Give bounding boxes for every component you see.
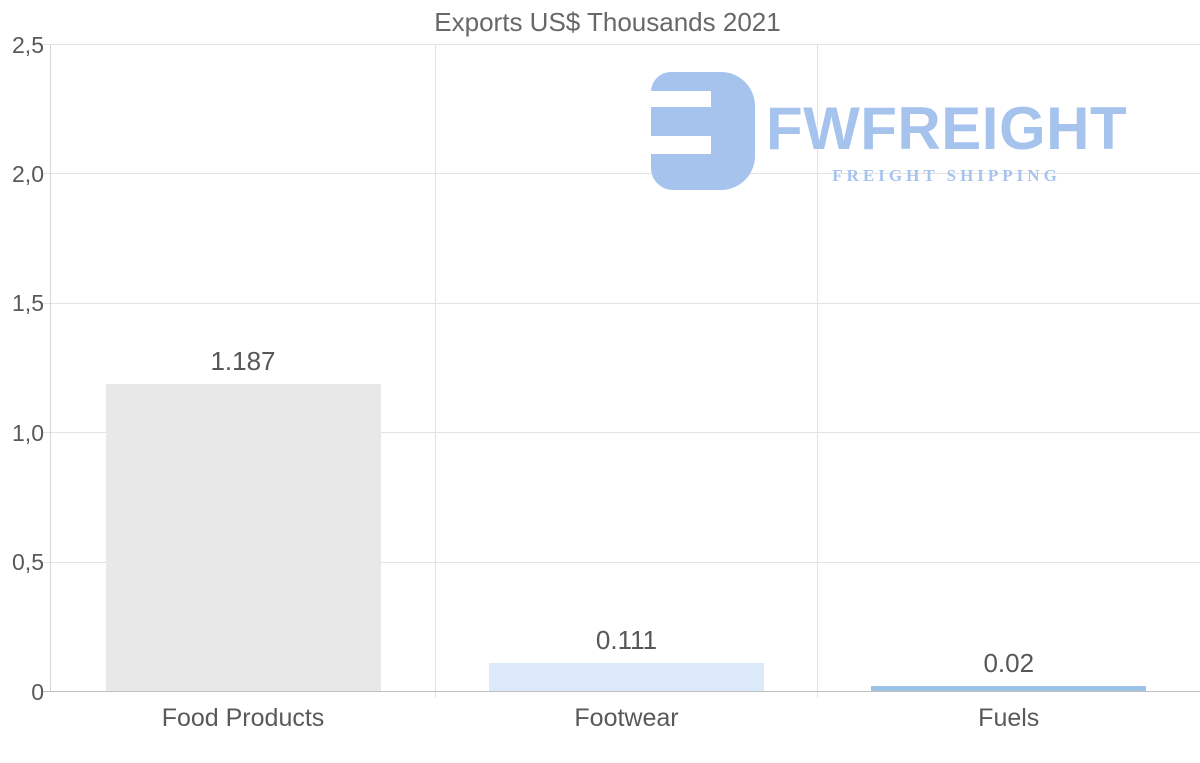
x-gridline [817,44,818,698]
y-gridline [41,44,1200,45]
y-tick-label: 0,5 [12,549,44,576]
y-gridline [41,432,1200,434]
y-tick-label: 0 [31,678,44,705]
x-gridline [435,44,436,698]
y-tick-label: 1,5 [12,290,44,317]
y-tick-label: 1,0 [12,419,44,446]
watermark-logo: FWFREIGHT FREIGHT SHIPPING [651,72,1127,190]
fwfreight-logo-icon [651,72,755,190]
watermark-brand: FWFREIGHT [766,95,1128,162]
y-tick-label: 2,0 [12,160,44,187]
watermark-tagline: FREIGHT SHIPPING [832,166,1061,185]
bar-food-products [105,384,381,692]
chart-title: Exports US$ Thousands 2021 [434,7,781,37]
x-category-label: Footwear [574,703,679,732]
bar-value-label: 1.187 [210,346,276,377]
logo-notch [651,91,711,107]
x-category-label: Food Products [161,703,325,732]
x-category-label: Fuels [978,703,1040,732]
y-gridline [41,173,1200,175]
y-gridline [41,302,1200,304]
bar-fuels [871,686,1147,692]
logo-notch [651,136,711,154]
bar-footwear [489,662,764,692]
x-axis-baseline [41,691,1200,692]
y-gridline [41,561,1200,563]
watermark-text: FWFREIGHT FREIGHT SHIPPING [766,72,1127,190]
y-axis-line [50,44,51,692]
bar-value-label: 0.02 [983,648,1035,679]
bar-value-label: 0.111 [595,624,658,655]
y-tick-label: 2,5 [12,31,44,58]
